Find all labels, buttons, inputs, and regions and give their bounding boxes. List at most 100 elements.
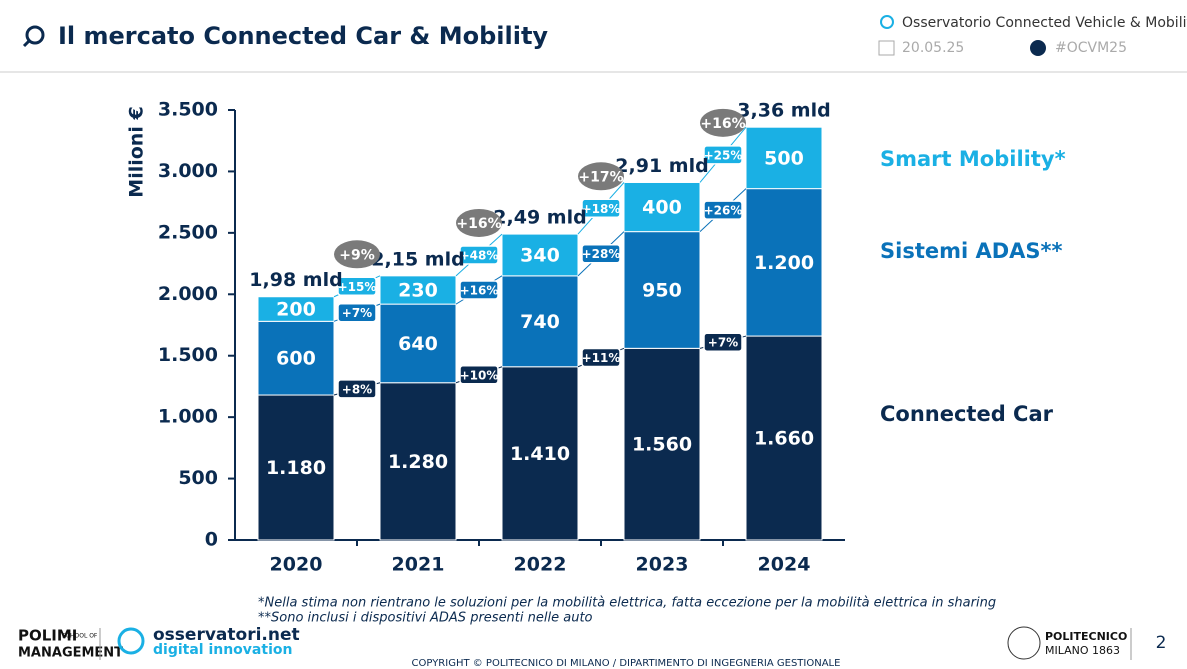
value-label: 640 bbox=[398, 333, 438, 355]
politecnico-city: MILANO 1863 bbox=[1045, 644, 1120, 657]
growth-label: +18% bbox=[582, 202, 621, 216]
growth-label: +28% bbox=[582, 247, 621, 261]
value-label: 1.180 bbox=[266, 457, 326, 479]
value-label: 1.200 bbox=[754, 252, 814, 274]
growth-badge bbox=[337, 379, 377, 399]
x-tick-label: 2022 bbox=[514, 554, 567, 576]
growth-badge bbox=[703, 200, 743, 220]
osservatori: osservatori.net bbox=[153, 625, 300, 645]
x-tick-label: 2023 bbox=[636, 554, 689, 576]
bar-segment bbox=[623, 231, 701, 349]
x-icon bbox=[1030, 40, 1046, 56]
growth-badge bbox=[703, 332, 743, 352]
total-growth-label: +9% bbox=[339, 247, 375, 263]
y-tick-label: 1.000 bbox=[158, 406, 218, 428]
date: 20.05.25 bbox=[902, 40, 964, 56]
x-tick-label: 2021 bbox=[392, 554, 445, 576]
total-label: 3,36 mld bbox=[737, 100, 830, 122]
value-label: 950 bbox=[642, 279, 682, 301]
growth-label: +16% bbox=[460, 283, 499, 297]
polimi-management: MANAGEMENT bbox=[18, 646, 123, 661]
y-tick-label: 500 bbox=[178, 467, 218, 489]
growth-badge bbox=[459, 280, 499, 300]
footnote: **Sono inclusi i dispositivi ADAS presen… bbox=[258, 611, 593, 626]
osservatori-icon bbox=[117, 627, 145, 655]
legend-entry: Sistemi ADAS** bbox=[880, 239, 1063, 263]
total-label: 2,15 mld bbox=[371, 248, 464, 270]
legend-entry: Smart Mobility* bbox=[880, 147, 1066, 171]
growth-badge bbox=[459, 245, 499, 265]
total-growth-label: +16% bbox=[456, 216, 501, 232]
growth-label: +8% bbox=[342, 382, 372, 396]
total-label: 2,91 mld bbox=[615, 155, 708, 177]
digital-innovation: digital innovation bbox=[153, 642, 292, 658]
total-growth-label: +17% bbox=[578, 169, 623, 185]
total-growth-badge bbox=[456, 208, 502, 237]
bar-segment bbox=[623, 347, 701, 541]
y-axis-label: Milioni € bbox=[126, 106, 148, 197]
value-label: 740 bbox=[520, 311, 560, 333]
value-label: 500 bbox=[764, 147, 804, 169]
politecnico-seal bbox=[1007, 626, 1041, 660]
bar-segment bbox=[379, 303, 457, 384]
growth-label: +11% bbox=[582, 351, 621, 365]
bar-segment bbox=[623, 181, 701, 233]
legend-entry: Connected Car bbox=[880, 402, 1054, 426]
growth-badge bbox=[459, 365, 499, 385]
bar-segment bbox=[501, 366, 579, 541]
y-tick-label: 1.500 bbox=[158, 344, 218, 366]
value-label: 1.660 bbox=[754, 428, 814, 450]
y-tick-label: 0 bbox=[205, 529, 218, 551]
total-label: 2,49 mld bbox=[493, 207, 586, 229]
x-tick-label: 2024 bbox=[758, 554, 811, 576]
growth-label: +48% bbox=[460, 248, 499, 262]
hashtag: #OCVM25 bbox=[1055, 40, 1127, 56]
page-number: 2 bbox=[1156, 633, 1167, 653]
growth-badge bbox=[703, 145, 743, 165]
polimi-school: SCHOOL OF bbox=[62, 633, 98, 640]
x-tick-label: 2020 bbox=[270, 554, 323, 576]
value-label: 600 bbox=[276, 348, 316, 370]
growth-label: +15% bbox=[338, 280, 377, 294]
bar-segment bbox=[257, 296, 335, 322]
growth-badge bbox=[337, 302, 377, 323]
header-icon bbox=[22, 25, 45, 48]
growth-label: +26% bbox=[704, 204, 743, 218]
value-label: 1.280 bbox=[388, 451, 448, 473]
value-label: 340 bbox=[520, 244, 560, 266]
bar-segment bbox=[745, 188, 823, 337]
bar-segment bbox=[257, 320, 335, 396]
bar-segment bbox=[379, 382, 457, 541]
y-tick-label: 3.500 bbox=[158, 99, 218, 121]
total-growth-badge bbox=[700, 108, 746, 137]
total-growth-label: +16% bbox=[700, 116, 745, 132]
bar-segment bbox=[257, 394, 335, 541]
bar-segment bbox=[379, 275, 457, 305]
polimi-logo: POLIMI bbox=[18, 627, 77, 645]
growth-label: +10% bbox=[460, 368, 499, 382]
calendar-icon bbox=[878, 40, 895, 56]
bar-segment bbox=[501, 233, 579, 277]
chart: 0 500 1.000 1.500 2.000 2.500 3.000 3.500 1.180 1… bbox=[158, 99, 1066, 576]
growth-label: +7% bbox=[708, 336, 738, 350]
politecnico: POLITECNICO bbox=[1045, 630, 1127, 643]
observatory: Osservatorio Connected Vehicle & Mobilit… bbox=[902, 15, 1187, 31]
page-title: Il mercato Connected Car & Mobility bbox=[58, 22, 548, 50]
value-label: 1.410 bbox=[510, 443, 570, 465]
value-label: 1.560 bbox=[632, 434, 692, 456]
growth-label: +25% bbox=[704, 148, 743, 162]
value-label: 230 bbox=[398, 279, 438, 301]
observatory-icon bbox=[880, 15, 894, 29]
y-tick-label: 2.500 bbox=[158, 221, 218, 243]
total-growth-badge bbox=[334, 240, 380, 269]
y-tick-label: 3.000 bbox=[158, 160, 218, 182]
growth-badge bbox=[581, 198, 621, 219]
value-label: 400 bbox=[642, 197, 682, 219]
growth-badge bbox=[337, 276, 377, 297]
bar-segment bbox=[745, 126, 823, 190]
growth-label: +7% bbox=[342, 306, 372, 320]
bar-segment bbox=[501, 275, 579, 368]
total-label: 1,98 mld bbox=[249, 269, 342, 291]
y-tick-label: 2.000 bbox=[158, 283, 218, 305]
